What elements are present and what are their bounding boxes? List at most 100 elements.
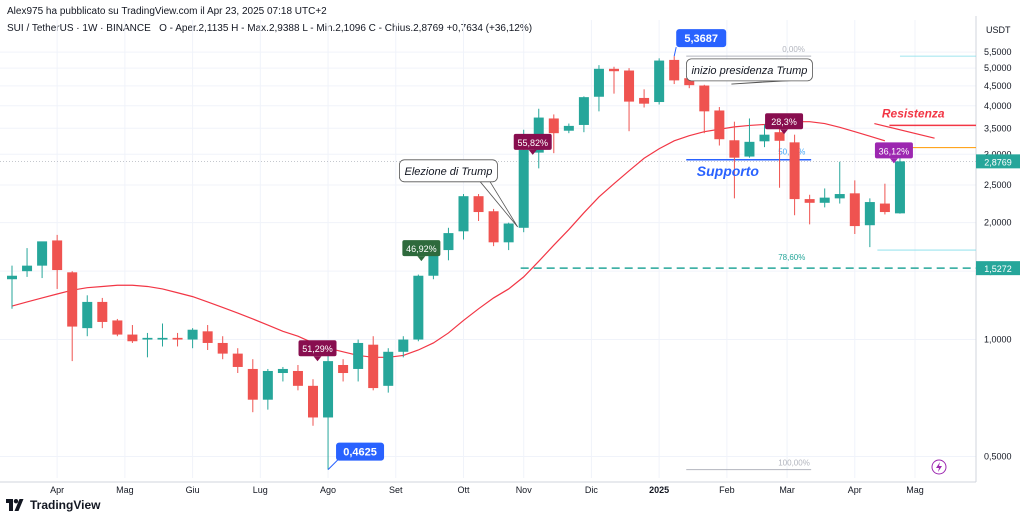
annotation-presidenza-text: inizio presidenza Trump	[691, 65, 807, 77]
symbol-label[interactable]: SUI / TetherUS · 1W · BINANCE	[7, 23, 151, 34]
candle-body	[127, 334, 138, 342]
ohlc-values: O - Aper.2,1135 H - Max.2,9388 L - Min.2…	[159, 23, 533, 34]
candle-body	[37, 241, 48, 266]
candle-body	[172, 337, 183, 340]
y-tick-label: 2,0000	[984, 218, 1012, 228]
low-label-pointer	[327, 459, 339, 470]
percent-badge-box	[765, 113, 804, 130]
candle-body	[413, 275, 424, 340]
candle-body	[503, 223, 514, 243]
candle-body	[864, 202, 875, 226]
x-tick-label: Mag	[906, 485, 924, 495]
annotation-elezione-box	[399, 159, 498, 183]
percent-badge-label: 55,82%	[517, 138, 548, 148]
candle-body	[277, 368, 288, 374]
tradingview-logo[interactable]: TradingView	[6, 498, 100, 512]
x-tick-label: Mag	[116, 485, 134, 495]
candle-body	[609, 68, 619, 72]
x-tick-label: 2025	[649, 485, 669, 495]
y-tick-label: 0,5000	[984, 451, 1012, 461]
ma-projection-line	[874, 122, 935, 139]
percent-badge-pointer	[780, 129, 789, 135]
x-tick-label: Feb	[719, 485, 735, 495]
candle-body	[398, 339, 409, 352]
y-tick-label: 3,5000	[984, 123, 1012, 133]
candle-body	[669, 59, 680, 81]
candle-body	[232, 353, 243, 367]
candle-body	[202, 331, 213, 343]
candle-body	[729, 140, 740, 158]
candle-body	[458, 196, 469, 232]
candle-body	[849, 193, 860, 227]
candle-body	[639, 97, 650, 104]
candle-body	[879, 203, 890, 213]
y-tick-label: 4,5000	[984, 81, 1012, 91]
tradingview-icon	[6, 499, 24, 511]
candle-body	[308, 385, 318, 418]
x-tick-label: Set	[389, 485, 403, 495]
x-tick-label: Apr	[848, 485, 862, 495]
percent-badge-box	[402, 240, 441, 257]
percent-badge-box	[874, 142, 913, 159]
candle-body	[548, 118, 559, 134]
x-tick-label: Apr	[50, 485, 64, 495]
candle-body	[187, 329, 198, 340]
x-tick-label: Dic	[585, 485, 598, 495]
candle-body	[292, 370, 303, 386]
percent-badge-label: 36,12%	[879, 146, 910, 156]
percent-badge-label: 51,29%	[302, 344, 333, 354]
candle-body	[473, 196, 484, 213]
candle-body	[22, 265, 33, 272]
candle-body	[774, 132, 785, 141]
y-tick-label: 3,0000	[984, 149, 1012, 159]
candle-body	[443, 233, 454, 251]
candle-body	[834, 194, 845, 199]
candle-body	[247, 368, 258, 400]
symbol-ohlc-header: SUI / TetherUS · 1W · BINANCE O - Aper.2…	[7, 23, 532, 34]
candle-body	[654, 60, 665, 103]
percent-badge-box	[298, 340, 337, 357]
percent-badge-pointer	[889, 158, 898, 164]
percent-badge-pointer	[528, 149, 537, 155]
resistance-label: Resistenza	[882, 107, 945, 121]
annotation-presidenza-box	[686, 58, 813, 82]
candle-body	[52, 240, 63, 271]
candle-body	[7, 275, 17, 280]
currency-label: USDT	[986, 25, 1011, 35]
candle-body	[593, 68, 604, 97]
candle-body	[262, 370, 273, 400]
last-price-tag	[976, 154, 1020, 169]
x-tick-label: Ago	[320, 485, 336, 495]
candle-body	[624, 70, 635, 102]
percent-badge-pointer	[313, 356, 322, 362]
percent-badge-label: 28,3%	[771, 117, 797, 127]
annotation-elezione-tail	[479, 180, 519, 228]
fib-label-0: 0,00%	[782, 45, 805, 54]
low-price-label: 0,4625	[343, 447, 377, 459]
y-tick-label: 4,0000	[984, 101, 1012, 111]
candle-body	[368, 344, 379, 389]
percent-badge-pointer	[417, 256, 426, 262]
fib-label-100: 100,00%	[778, 459, 810, 468]
high-price-label: 5,3687	[684, 33, 718, 45]
candle-body	[684, 78, 695, 86]
level-tag-1-5272	[976, 261, 1020, 276]
x-tick-label: Lug	[253, 485, 268, 495]
level-tag-1-5272-text: 1,5272	[984, 264, 1012, 274]
candle-body	[563, 125, 574, 131]
candle-body	[789, 142, 800, 200]
support-label: Supporto	[697, 163, 760, 179]
x-tick-label: Mar	[779, 485, 795, 495]
x-tick-label: Giu	[186, 485, 200, 495]
candle-body	[82, 301, 93, 329]
candle-body	[804, 199, 815, 203]
candle-body	[383, 351, 394, 386]
y-tick-label: 1,0000	[984, 335, 1012, 345]
low-price-label-box	[336, 442, 385, 461]
fib-label-78: 78,60%	[778, 253, 805, 262]
candle-body	[323, 361, 334, 418]
candle-body	[112, 320, 123, 335]
last-price-tag-text: 2,8769	[984, 157, 1012, 167]
x-tick-label: Nov	[516, 485, 533, 495]
